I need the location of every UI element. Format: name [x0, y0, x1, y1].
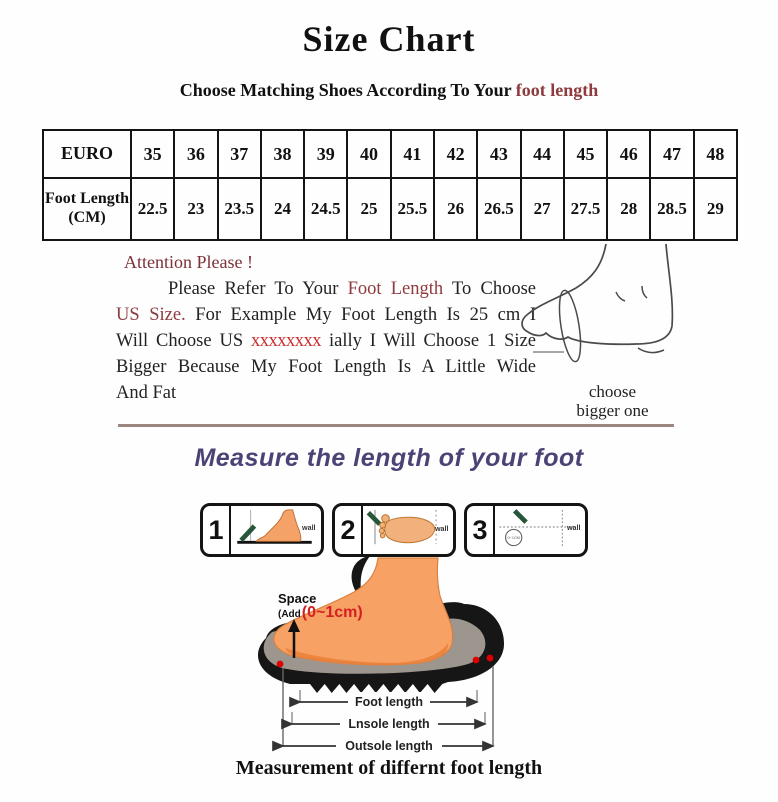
measure-section-heading: Measure the length of your foot	[194, 444, 584, 472]
euro-size-cell: 45	[562, 129, 609, 179]
wall-label: wall	[301, 524, 316, 532]
euro-size-cell: 37	[216, 129, 262, 179]
green-marker-icon	[512, 509, 528, 524]
euro-size-cell: 47	[649, 129, 695, 179]
attention-text: For Example My Foot Length Is 25 cm I	[185, 305, 536, 325]
foot-length-cell: 27.5	[562, 177, 609, 241]
page-title: Size Chart	[302, 19, 476, 59]
foot-length-cell: 24.5	[303, 177, 349, 241]
step-panel-3: 3 0~1CM wall	[464, 503, 588, 557]
measuring-steps-row: 1 wall 2 wall	[200, 503, 588, 557]
footer-caption: Measurement of differnt foot length	[235, 757, 543, 779]
attention-text: Will Choose US	[116, 331, 252, 351]
insole-length-label: Lnsole length	[348, 717, 429, 731]
euro-size-cell: 41	[389, 129, 435, 179]
step2-illustration: wall	[366, 509, 449, 545]
foot-length-cell: 25	[346, 177, 392, 241]
step1-illustration: wall	[237, 509, 316, 544]
euro-size-cell: 38	[259, 129, 306, 179]
attention-line: Please Refer To Your Foot Length To Choo…	[116, 276, 536, 302]
euro-size-cell: 42	[432, 129, 479, 179]
measure-circle-icon	[504, 528, 523, 547]
measurement-arrows: Foot length Lnsole length Outsole length	[272, 666, 495, 753]
step3-illustration: 0~1CM wall	[499, 509, 581, 547]
foot-sketch-illustration	[521, 243, 674, 363]
choose-bigger-caption: choose bigger one	[540, 382, 685, 420]
euro-size-cell: 39	[303, 129, 349, 179]
attention-text: ially I Will Choose 1 Size	[321, 331, 536, 351]
euro-size-cell: 46	[606, 129, 652, 179]
wall-label: wall	[434, 525, 449, 533]
space-label: Space (Add (0~1cm)	[278, 592, 363, 622]
foot-length-cell: 23.5	[216, 177, 262, 241]
caption-line: choose	[588, 382, 637, 401]
size-table: EURO 35 36 37 38 39 40 41 42 43 44 45 46…	[42, 129, 739, 241]
range-label-text: (0~1cm)	[301, 604, 363, 621]
circle-label: 0~1CM	[508, 536, 520, 540]
step-panel-2: 2 wall	[332, 503, 456, 557]
attention-highlight: Foot Length	[347, 279, 444, 299]
space-label-text: Space	[278, 591, 317, 606]
attention-line: Will Choose US xxxxxxxx ially I Will Cho…	[116, 328, 536, 354]
add-label-text: (Add	[278, 609, 301, 620]
foot-sole-icon	[384, 516, 436, 544]
euro-size-cell: 44	[519, 129, 565, 179]
attention-text: Please Refer To Your	[168, 279, 348, 299]
subtitle: Choose Matching Shoes According To Your …	[0, 80, 778, 101]
wall-label: wall	[566, 524, 581, 532]
foot-length-cell: 27	[519, 177, 565, 241]
subtitle-text: Choose Matching Shoes According To Your	[179, 80, 516, 100]
foot-length-cell: 22.5	[129, 177, 176, 241]
attention-line: US Size. For Example My Foot Length Is 2…	[116, 302, 536, 328]
attention-crossed-text: xxxxxxxx	[251, 331, 322, 351]
step-panel-1: 1 wall	[200, 503, 324, 557]
up-arrow-icon	[288, 619, 300, 632]
measure-dot	[276, 660, 284, 668]
euro-size-cell: 35	[129, 129, 176, 179]
foot-length-label: Foot length	[355, 695, 423, 709]
shoe-diagram	[258, 556, 504, 693]
attention-line: Bigger Because My Foot Length Is A Littl…	[116, 357, 536, 377]
green-marker-icon	[239, 524, 257, 542]
foot-length-cell: 25.5	[389, 177, 435, 241]
foot-length-row: Foot Length (CM) 22.5 23 23.5 24 24.5 25…	[42, 177, 739, 241]
measuring-band	[558, 289, 582, 363]
euro-size-cell: 40	[346, 129, 392, 179]
attention-block: Attention Please ! Please Refer To Your …	[116, 252, 538, 406]
step-number: 1	[203, 506, 231, 554]
subtitle-highlight: foot length	[515, 80, 599, 100]
step-number: 2	[335, 506, 363, 554]
attention-highlight: US Size.	[116, 305, 186, 325]
foot-length-row-label: Foot Length (CM)	[42, 177, 132, 241]
foot-length-cell: 24	[259, 177, 306, 241]
green-marker-icon	[366, 510, 382, 526]
euro-size-cell: 48	[692, 129, 739, 179]
euro-size-cell: 43	[476, 129, 522, 179]
foot-length-cell: 26	[432, 177, 479, 241]
measure-dot	[486, 654, 494, 662]
euro-row: EURO 35 36 37 38 39 40 41 42 43 44 45 46…	[42, 129, 739, 179]
euro-size-cell: 36	[173, 129, 219, 179]
foot-length-cell: 29	[692, 177, 739, 241]
section-divider	[118, 424, 674, 427]
euro-row-label: EURO	[42, 129, 132, 179]
outsole-length-label: Outsole length	[345, 739, 433, 753]
foot-length-cell: 28	[606, 177, 652, 241]
caption-line: bigger one	[576, 401, 649, 420]
foot-length-cell: 28.5	[649, 177, 695, 241]
side-foot-icon	[255, 509, 302, 542]
foot-length-cell: 23	[173, 177, 219, 241]
attention-heading: Attention Please !	[124, 252, 253, 272]
attention-text: To Choose	[443, 279, 536, 299]
foot-length-cell: 26.5	[476, 177, 522, 241]
measure-dot	[472, 656, 480, 664]
attention-line: And Fat	[116, 383, 177, 403]
step-number: 3	[467, 506, 495, 554]
